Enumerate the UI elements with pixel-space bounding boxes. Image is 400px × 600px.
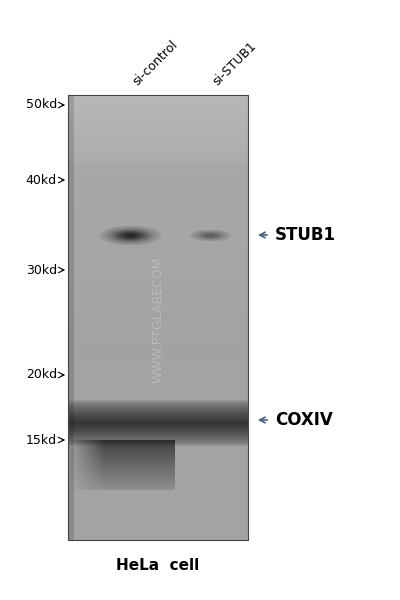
Text: 20kd: 20kd (26, 368, 57, 382)
Text: HeLa  cell: HeLa cell (116, 557, 200, 572)
Text: STUB1: STUB1 (275, 226, 336, 244)
Text: 15kd: 15kd (26, 433, 57, 446)
Text: 40kd: 40kd (26, 173, 57, 187)
Text: WWW.PTGLABECOM: WWW.PTGLABECOM (152, 257, 164, 383)
Text: 30kd: 30kd (26, 263, 57, 277)
Text: si-control: si-control (130, 38, 180, 88)
Text: 50kd: 50kd (26, 98, 57, 112)
Text: si-STUB1: si-STUB1 (210, 39, 259, 88)
Text: COXIV: COXIV (275, 411, 333, 429)
Bar (68, 95, 248, 540)
